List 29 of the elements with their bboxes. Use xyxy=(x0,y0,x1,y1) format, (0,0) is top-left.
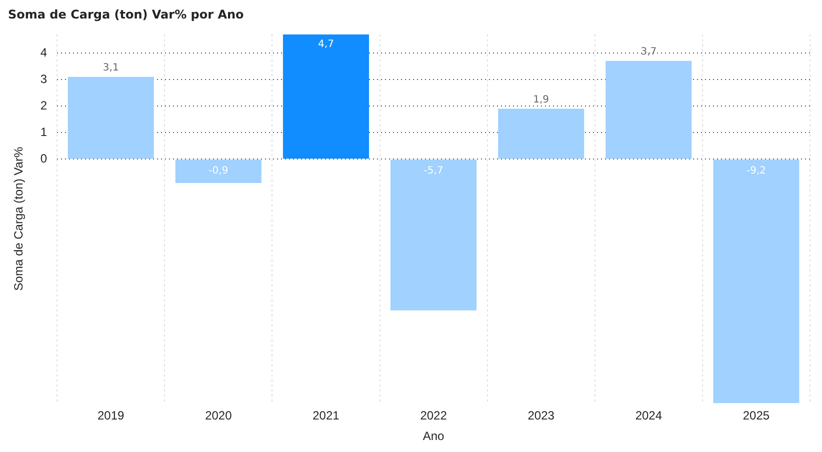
y-tick-label: 4 xyxy=(40,45,48,60)
x-tick-label: 2020 xyxy=(205,408,232,423)
x-tick-label: 2022 xyxy=(420,408,448,423)
x-tick-label: 2025 xyxy=(742,408,770,423)
data-label: -0,9 xyxy=(208,166,228,177)
x-tick-label: 2021 xyxy=(312,408,340,423)
x-axis-title: Ano xyxy=(422,429,445,444)
bar xyxy=(175,160,262,183)
data-label: 4,7 xyxy=(318,38,334,50)
y-tick-label: 3 xyxy=(40,72,48,86)
bar xyxy=(68,76,154,159)
data-label: 3,7 xyxy=(640,46,657,58)
x-tick-label: 2023 xyxy=(528,408,555,423)
x-tick-label: 2019 xyxy=(98,408,125,423)
chart-title: Soma de Carga (ton) Var% por Ano xyxy=(8,7,244,22)
bar xyxy=(713,160,800,404)
y-tick-label: 2 xyxy=(40,98,48,112)
data-label: -5,7 xyxy=(424,166,444,177)
data-label: 1,9 xyxy=(533,94,550,106)
bar xyxy=(498,108,584,159)
bar xyxy=(606,60,692,159)
y-tick-label: 1 xyxy=(40,124,48,139)
data-label: -9,2 xyxy=(746,166,766,177)
bar xyxy=(390,160,477,310)
y-tick-label: 0 xyxy=(40,151,48,166)
x-tick-label: 2024 xyxy=(635,408,662,423)
y-axis-title: Soma de Carga (ton) Var% xyxy=(12,146,26,291)
bar xyxy=(282,34,369,159)
data-label: 3,1 xyxy=(102,62,119,74)
